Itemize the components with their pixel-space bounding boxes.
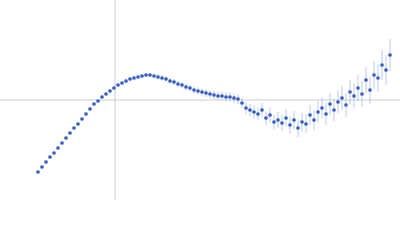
point <box>120 81 124 85</box>
point <box>44 160 48 164</box>
point <box>172 80 176 84</box>
point <box>368 88 372 92</box>
point <box>252 110 256 114</box>
point <box>36 170 40 174</box>
point <box>144 73 148 77</box>
point <box>164 77 168 81</box>
point <box>180 83 184 87</box>
point <box>204 91 208 95</box>
point <box>300 120 304 124</box>
point <box>272 120 276 124</box>
point <box>188 86 192 90</box>
point <box>228 95 232 99</box>
point <box>184 85 188 89</box>
point <box>56 146 60 150</box>
point <box>372 73 376 77</box>
point <box>348 90 352 94</box>
point <box>132 76 136 80</box>
point <box>316 110 320 114</box>
point <box>156 75 160 79</box>
point <box>100 95 104 99</box>
point <box>304 122 308 126</box>
point <box>240 101 244 105</box>
chart <box>0 0 400 200</box>
point <box>88 107 92 111</box>
point <box>92 102 96 106</box>
point <box>196 89 200 93</box>
point <box>288 123 292 127</box>
point <box>152 74 156 78</box>
point <box>220 94 224 98</box>
point <box>388 53 392 57</box>
point <box>84 112 88 116</box>
point <box>308 113 312 117</box>
point <box>232 96 236 100</box>
point <box>128 77 132 81</box>
point <box>80 117 84 121</box>
point <box>260 108 264 112</box>
point <box>244 106 248 110</box>
point <box>328 102 332 106</box>
point <box>48 155 52 159</box>
point <box>112 86 116 90</box>
point <box>140 74 144 78</box>
point <box>276 118 280 122</box>
point <box>384 68 388 72</box>
point <box>312 118 316 122</box>
point <box>216 94 220 98</box>
point <box>248 108 252 112</box>
point <box>160 76 164 80</box>
point <box>236 97 240 101</box>
point <box>340 96 344 100</box>
point <box>324 112 328 116</box>
point <box>376 76 380 80</box>
point <box>264 116 268 120</box>
point <box>356 86 360 90</box>
point <box>380 63 384 67</box>
point <box>212 93 216 97</box>
point <box>360 92 364 96</box>
point <box>168 79 172 83</box>
point <box>96 99 100 103</box>
point <box>224 95 228 99</box>
point <box>60 141 64 145</box>
point <box>344 103 348 107</box>
point <box>292 118 296 122</box>
point <box>76 122 80 126</box>
point <box>124 79 128 83</box>
point <box>40 165 44 169</box>
point <box>108 89 112 93</box>
point <box>296 126 300 130</box>
point <box>200 90 204 94</box>
point <box>256 112 260 116</box>
point <box>176 82 180 86</box>
point <box>104 92 108 96</box>
point <box>52 151 56 155</box>
point <box>364 78 368 82</box>
point <box>208 92 212 96</box>
point <box>284 116 288 120</box>
point <box>68 131 72 135</box>
point <box>336 100 340 104</box>
point <box>320 106 324 110</box>
point <box>64 136 68 140</box>
point <box>280 121 284 125</box>
point <box>116 83 120 87</box>
point <box>268 113 272 117</box>
point <box>148 73 152 77</box>
point <box>192 88 196 92</box>
point <box>72 126 76 130</box>
point <box>332 108 336 112</box>
point <box>352 94 356 98</box>
point <box>136 75 140 79</box>
